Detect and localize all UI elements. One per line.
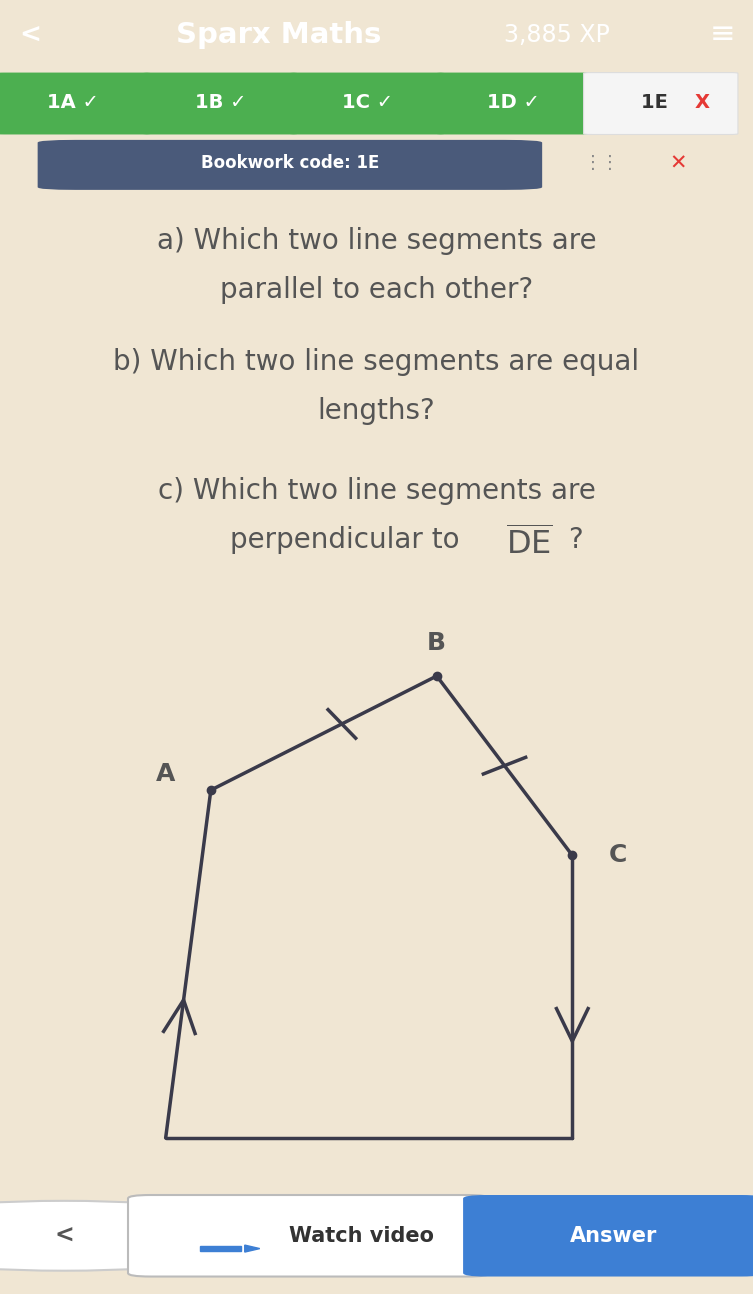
Text: lengths?: lengths? [318, 397, 435, 424]
Text: A: A [156, 762, 175, 785]
Text: ⋮⋮: ⋮⋮ [584, 154, 620, 172]
Text: 1B ✓: 1B ✓ [194, 93, 246, 111]
Bar [200, 1246, 241, 1251]
Text: 1E: 1E [641, 93, 681, 111]
Text: ?: ? [569, 527, 584, 554]
FancyBboxPatch shape [584, 72, 738, 135]
Text: Watch video: Watch video [289, 1225, 434, 1246]
Text: parallel to each other?: parallel to each other? [220, 277, 533, 304]
Circle shape [0, 1201, 290, 1271]
Text: 1D ✓: 1D ✓ [487, 93, 541, 111]
FancyBboxPatch shape [128, 1196, 489, 1276]
Text: a) Which two line segments are: a) Which two line segments are [157, 228, 596, 255]
FancyBboxPatch shape [143, 72, 297, 135]
Polygon shape [245, 1245, 260, 1253]
Text: <: < [54, 1224, 74, 1247]
Text: Sparx Maths: Sparx Maths [176, 21, 381, 49]
FancyBboxPatch shape [38, 140, 542, 190]
Text: 3,885 XP: 3,885 XP [505, 23, 610, 47]
Text: Answer: Answer [570, 1225, 657, 1246]
Text: C: C [608, 844, 626, 867]
Text: <: < [19, 22, 41, 48]
Text: c) Which two line segments are: c) Which two line segments are [157, 477, 596, 505]
Text: perpendicular to: perpendicular to [230, 527, 468, 554]
Text: ✕: ✕ [669, 153, 687, 173]
Text: $\overline{\mathsf{DE}}$: $\overline{\mathsf{DE}}$ [506, 527, 553, 562]
FancyBboxPatch shape [0, 72, 151, 135]
Text: 1A ✓: 1A ✓ [47, 93, 99, 111]
Text: ≡: ≡ [710, 21, 736, 49]
Text: Bookwork code: 1E: Bookwork code: 1E [201, 154, 379, 172]
Text: b) Which two line segments are equal: b) Which two line segments are equal [114, 348, 639, 375]
FancyBboxPatch shape [463, 1196, 753, 1276]
FancyBboxPatch shape [437, 72, 591, 135]
FancyBboxPatch shape [290, 72, 444, 135]
Text: 1C ✓: 1C ✓ [342, 93, 392, 111]
Text: X: X [695, 93, 709, 111]
Text: B: B [427, 631, 447, 655]
